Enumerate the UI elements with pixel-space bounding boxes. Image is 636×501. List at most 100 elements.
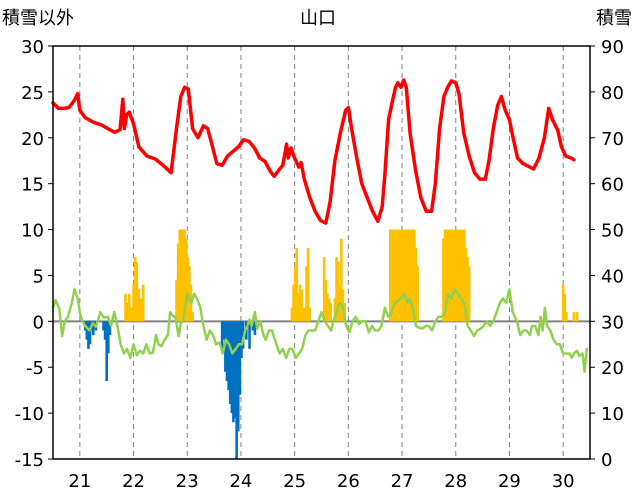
precip-bar-yellow	[300, 289, 303, 322]
bars-layer	[83, 229, 579, 459]
precip-bar-yellow	[306, 247, 310, 322]
precip-bar-yellow	[446, 229, 450, 322]
precip-bar-yellow	[175, 280, 178, 322]
precip-bar-yellow	[392, 229, 395, 322]
precip-bar-yellow	[463, 229, 466, 322]
right-tick-label: 90	[601, 37, 624, 58]
precip-bar-yellow	[125, 302, 129, 322]
x-tick-label: 30	[552, 471, 575, 492]
plot-area	[51, 45, 591, 460]
precip-bar-blue	[253, 321, 257, 336]
precip-bar-yellow	[401, 229, 405, 322]
precip-bar-yellow	[405, 229, 408, 322]
precip-bar-blue	[91, 321, 95, 336]
x-tick-label: 22	[122, 471, 145, 492]
left-tick-label: -5	[26, 358, 44, 379]
precip-bar-yellow	[293, 266, 297, 322]
wind-line	[51, 287, 589, 374]
precip-bar-yellow	[141, 284, 145, 322]
precip-bar-yellow	[186, 257, 190, 322]
precip-bar-yellow	[443, 229, 447, 322]
precip-bar-blue	[225, 321, 229, 381]
precip-bar-blue	[107, 321, 110, 354]
precip-bar-yellow	[132, 284, 135, 322]
precip-bar-blue	[230, 321, 234, 414]
precip-bar-yellow	[303, 307, 307, 322]
precip-bar-yellow	[180, 229, 183, 322]
precip-bar-yellow	[458, 229, 461, 322]
precip-bar-yellow	[130, 307, 133, 322]
precip-bar-yellow	[445, 229, 448, 322]
precip-bar-yellow	[442, 238, 445, 322]
precip-bar-yellow	[184, 238, 188, 322]
precip-bar-yellow	[461, 229, 465, 322]
precip-bar-blue	[248, 321, 251, 349]
precip-bar-yellow	[572, 312, 576, 322]
precip-bar-yellow	[456, 229, 460, 322]
precip-bar-yellow	[336, 261, 340, 322]
precip-bar-blue	[240, 321, 243, 359]
left-tick-label: 15	[21, 175, 44, 196]
precip-bar-yellow	[133, 257, 137, 322]
precip-bar-yellow	[301, 307, 305, 322]
x-tick-labels: 21 22 23 24 25 26 27 28 29 30	[68, 471, 574, 492]
x-tick-label: 24	[229, 471, 252, 492]
precip-bar-yellow	[327, 298, 331, 322]
right-tick-label: 50	[601, 221, 624, 242]
precip-bar-yellow	[298, 284, 302, 322]
precip-bar-yellow	[183, 229, 186, 322]
precip-bar-blue	[220, 321, 224, 349]
precip-bar-yellow	[188, 266, 191, 322]
precip-bar-yellow	[414, 247, 418, 322]
left-tick-label: 10	[21, 221, 44, 242]
left-tick-label: 0	[33, 312, 44, 333]
right-tick-label: 40	[601, 266, 624, 287]
precip-bar-yellow	[297, 293, 300, 322]
precip-bar-yellow	[400, 229, 403, 322]
left-tick-label: 25	[21, 83, 44, 104]
precip-bar-yellow	[333, 298, 337, 322]
precip-bar-yellow	[403, 229, 407, 322]
precip-bar-yellow	[464, 247, 468, 322]
left-tick-label: 5	[33, 266, 44, 287]
precip-bar-yellow	[450, 229, 453, 322]
precip-bar-yellow	[341, 289, 345, 322]
precip-bar-yellow	[290, 307, 294, 322]
precip-bar-blue	[87, 321, 90, 349]
left-tick-label: -15	[15, 450, 44, 471]
precip-bar-yellow	[137, 289, 141, 322]
right-tick-labels: 90 80 70 60 50 40 30 20 10 0	[590, 37, 624, 471]
x-tick-label: 25	[283, 471, 306, 492]
precip-bar-yellow	[305, 266, 308, 322]
precip-bar-yellow	[396, 229, 400, 322]
precip-bar-yellow	[398, 229, 402, 322]
precip-bar-blue	[105, 321, 108, 381]
precip-bar-yellow	[326, 293, 329, 322]
precip-bar-yellow	[322, 257, 326, 322]
right-tick-label: 30	[601, 312, 624, 333]
x-tick-label: 28	[444, 471, 467, 492]
precip-bar-blue	[102, 321, 105, 331]
precip-bar-yellow	[191, 312, 194, 322]
x-tick-label: 29	[498, 471, 521, 492]
precip-bar-blue	[238, 321, 242, 395]
right-tick-label: 0	[601, 450, 612, 471]
precip-bar-blue	[235, 321, 238, 459]
precip-bar-yellow	[178, 229, 182, 322]
precip-bar-yellow	[409, 229, 413, 322]
precip-bar-yellow	[127, 293, 131, 322]
precip-bar-yellow	[454, 229, 458, 322]
precip-bar-blue	[103, 321, 107, 340]
precip-bar-blue	[108, 321, 112, 336]
right-tick-label: 70	[601, 129, 624, 150]
precip-bar-yellow	[451, 229, 455, 322]
precip-bar-yellow	[453, 229, 456, 322]
precip-bar-yellow	[411, 229, 415, 322]
precip-bar-yellow	[393, 229, 397, 322]
precip-bar-yellow	[295, 247, 299, 322]
left-axis-label: 積雪以外	[2, 8, 74, 29]
precip-bar-blue	[227, 321, 230, 391]
precip-bar-yellow	[139, 298, 143, 322]
right-tick-label: 60	[601, 175, 624, 196]
